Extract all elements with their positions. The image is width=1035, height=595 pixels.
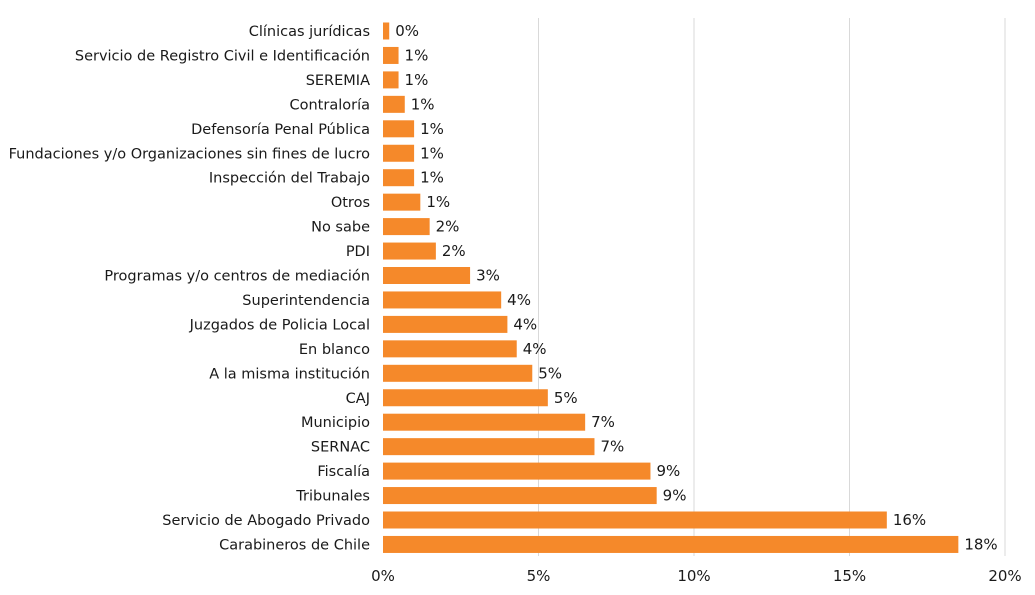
bar-5 [383,144,415,162]
value-label-18: 9% [656,462,680,480]
bar-13 [383,340,517,358]
bar-4 [383,120,415,138]
value-label-13: 4% [523,340,547,358]
bars [383,22,959,553]
bar-6 [383,169,415,187]
x-tick-label-2: 10% [677,567,710,585]
x-tick-label-1: 5% [527,567,551,585]
category-label-0: Clínicas jurídicas [249,24,370,40]
category-label-8: No sabe [311,220,370,236]
bar-8 [383,218,430,236]
value-label-3: 1% [411,95,435,113]
value-label-10: 3% [476,267,500,285]
bar-21 [383,535,959,553]
bar-1 [383,46,399,64]
x-tick-label-4: 20% [988,567,1021,585]
value-label-15: 5% [554,389,578,407]
bar-17 [383,438,595,456]
category-label-17: SERNAC [311,440,370,456]
value-label-6: 1% [420,169,444,187]
bar-2 [383,71,399,89]
category-label-18: Fiscalía [317,464,370,480]
category-label-12: Juzgados de Policia Local [189,317,370,333]
category-label-2: SEREMIA [306,73,370,89]
category-label-6: Inspección del Trabajo [209,171,370,187]
bar-16 [383,413,586,431]
bar-14 [383,364,533,382]
value-label-1: 1% [405,46,429,64]
category-label-11: Superintendencia [242,293,370,309]
value-label-19: 9% [663,487,687,505]
bar-15 [383,389,548,407]
bar-7 [383,193,421,211]
category-label-16: Municipio [301,415,370,431]
value-labels: 0% 1% 1% 1% 1% 1% 1% 1% 2% 2% 3% 4% 4% 4% 5% 5% 7% 7% 9% 9%… [395,22,997,553]
bar-3 [383,95,405,113]
value-label-16: 7% [591,413,615,431]
bar-11 [383,291,502,309]
value-label-4: 1% [420,120,444,138]
category-label-20: Servicio de Abogado Privado [162,513,370,529]
value-label-7: 1% [426,193,450,211]
bar-20 [383,511,887,529]
value-label-11: 4% [507,291,531,309]
bar-0 [383,22,390,40]
value-label-20: 16% [893,511,926,529]
category-label-7: Otros [331,195,370,211]
value-label-17: 7% [600,438,624,456]
category-label-1: Servicio de Registro Civil e Identificac… [75,48,370,64]
category-label-13: En blanco [299,342,370,358]
value-label-8: 2% [436,218,460,236]
category-label-19: Tribunales [295,489,370,505]
category-label-15: CAJ [346,391,370,407]
category-label-4: Defensoría Penal Pública [191,122,370,138]
value-label-2: 1% [405,71,429,89]
bar-19 [383,487,657,505]
bar-18 [383,462,651,480]
value-label-21: 18% [964,535,997,553]
x-tick-label-0: 0% [371,567,395,585]
bar-12 [383,315,508,333]
value-label-0: 0% [395,22,419,40]
category-label-5: Fundaciones y/o Organizaciones sin fines… [9,146,371,162]
x-axis-ticks: 0% 5% 10% 15% 20% [371,567,1022,585]
value-label-5: 1% [420,144,444,162]
bar-9 [383,242,436,260]
category-labels: Clínicas jurídicas Servicio de Registro C… [9,24,371,553]
category-label-21: Carabineros de Chile [219,537,370,553]
category-label-14: A la misma institución [209,366,370,382]
bar-10 [383,267,471,284]
category-label-9: PDI [346,244,370,260]
value-label-9: 2% [442,242,466,260]
value-label-12: 4% [513,315,537,333]
category-label-10: Programas y/o centros de mediación [104,269,370,285]
value-label-14: 5% [538,364,562,382]
category-label-3: Contraloría [290,97,371,113]
x-tick-label-3: 15% [833,567,866,585]
